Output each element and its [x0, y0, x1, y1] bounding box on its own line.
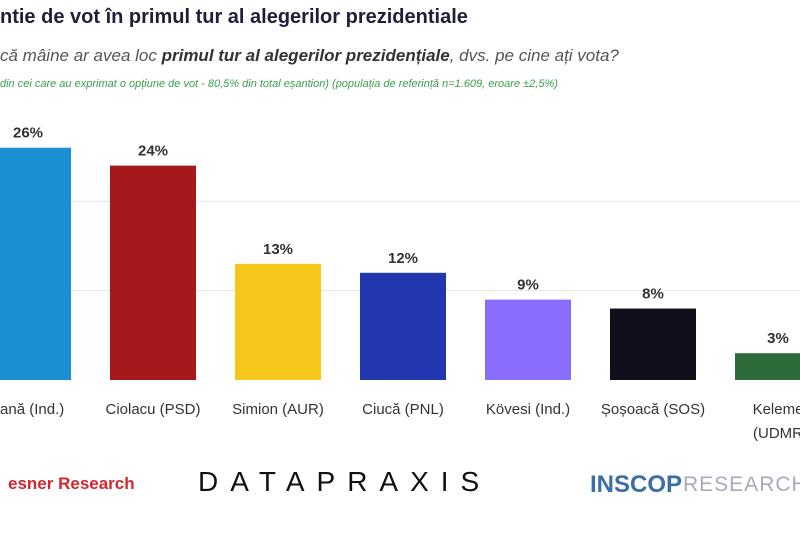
- value-label: 9%: [517, 277, 539, 294]
- subtitle-part: că mâine ar avea loc: [0, 46, 162, 65]
- logo: DATAPRAXIS: [198, 466, 492, 497]
- logo: INSCOP: [590, 471, 683, 498]
- value-label: 24%: [138, 143, 168, 160]
- x-tick-label: Ciolacu (PSD): [105, 401, 201, 418]
- x-tick-label: Ciucă (PNL): [362, 401, 444, 418]
- value-label: 13%: [263, 241, 293, 258]
- bar: [485, 299, 571, 380]
- bar: [235, 263, 321, 380]
- logo: esner Research: [8, 474, 135, 493]
- bar: [110, 165, 196, 380]
- note: din cei care au exprimat o opțiune de vo…: [0, 78, 558, 90]
- value-label: 3%: [767, 330, 789, 347]
- subtitle-part: , dvs. pe cine ați vota?: [449, 46, 619, 65]
- x-tick-label: Kövesi (Ind.): [485, 401, 571, 418]
- x-tick-label: Keleme (UDMR: [752, 401, 800, 442]
- x-tick-label: Simion (AUR): [232, 401, 324, 418]
- bar: [0, 147, 71, 380]
- x-tick-label: oană (Ind.): [0, 401, 65, 418]
- bar: [360, 272, 446, 380]
- value-label: 26%: [13, 125, 43, 142]
- value-label: 12%: [388, 250, 418, 267]
- bar: [735, 353, 800, 380]
- bar: [610, 308, 696, 380]
- subtitle: că mâine ar avea loc primul tur al alege…: [0, 46, 619, 66]
- logo: RESEARCH: [683, 473, 800, 496]
- chart-title: ntie de vot în primul tur al alegerilor …: [0, 6, 468, 28]
- value-label: 8%: [642, 286, 664, 303]
- subtitle-part: primul tur al alegerilor prezidențiale: [161, 46, 450, 65]
- x-tick-label: Șoșoacă (SOS): [600, 401, 706, 418]
